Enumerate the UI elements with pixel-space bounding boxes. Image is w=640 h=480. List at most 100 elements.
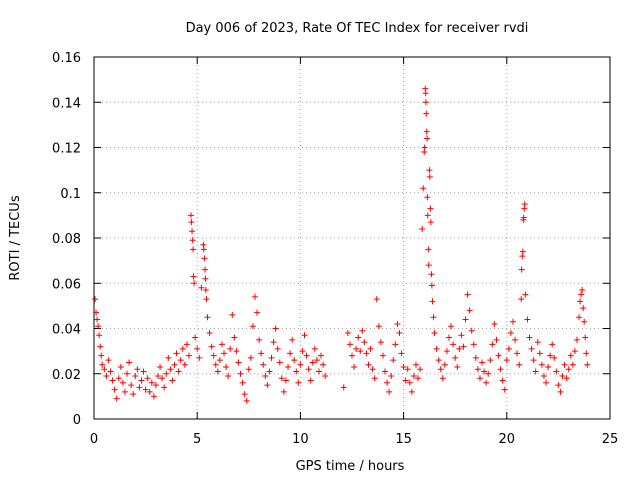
data-point xyxy=(188,219,195,226)
data-point xyxy=(476,375,483,382)
data-point xyxy=(553,368,560,375)
data-point xyxy=(169,377,176,384)
data-point xyxy=(422,99,429,106)
data-point xyxy=(270,339,277,346)
data-point xyxy=(202,287,209,294)
y-tick-label: 0.1 xyxy=(60,187,81,202)
data-point xyxy=(305,366,312,373)
data-point xyxy=(396,330,403,337)
data-point xyxy=(439,375,446,382)
data-point xyxy=(518,266,525,273)
data-point xyxy=(192,334,199,341)
data-point xyxy=(293,368,300,375)
data-point xyxy=(266,368,273,375)
data-point xyxy=(448,323,455,330)
y-tick-label: 0.16 xyxy=(52,51,81,66)
data-point xyxy=(534,339,541,346)
data-point xyxy=(107,368,114,375)
data-point xyxy=(146,388,153,395)
data-point xyxy=(214,368,221,375)
data-point xyxy=(212,361,219,368)
data-point xyxy=(138,377,145,384)
data-point xyxy=(452,354,459,361)
data-point xyxy=(519,248,526,255)
data-point xyxy=(322,373,329,380)
data-point xyxy=(148,379,155,386)
data-point xyxy=(167,366,174,373)
data-point xyxy=(150,393,157,400)
data-point xyxy=(426,173,433,180)
data-point xyxy=(309,359,316,366)
data-point xyxy=(468,327,475,334)
data-point xyxy=(307,377,314,384)
data-point xyxy=(487,357,494,364)
data-point xyxy=(583,350,590,357)
data-point xyxy=(157,363,164,370)
data-point xyxy=(142,386,149,393)
data-point xyxy=(340,384,347,391)
data-point xyxy=(420,185,427,192)
data-point xyxy=(429,298,436,305)
data-point xyxy=(262,373,269,380)
data-point xyxy=(569,361,576,368)
data-point xyxy=(557,388,564,395)
data-point xyxy=(421,144,428,151)
data-point xyxy=(216,357,223,364)
data-point xyxy=(384,379,391,386)
data-point xyxy=(355,334,362,341)
data-point xyxy=(462,316,469,323)
data-point xyxy=(578,291,585,298)
data-point xyxy=(499,377,506,384)
data-point xyxy=(132,373,139,380)
data-point xyxy=(375,323,382,330)
data-point xyxy=(119,379,126,386)
data-point xyxy=(417,366,424,373)
data-point xyxy=(584,361,591,368)
data-point xyxy=(400,363,407,370)
data-point xyxy=(97,343,104,350)
data-point xyxy=(559,373,566,380)
x-tick-label: 5 xyxy=(193,432,201,447)
data-point xyxy=(254,309,261,316)
data-point xyxy=(185,352,192,359)
data-point xyxy=(303,352,310,359)
y-tick-label: 0.06 xyxy=(52,277,81,292)
data-point xyxy=(247,354,254,361)
data-point xyxy=(111,386,118,393)
data-point xyxy=(231,334,238,341)
data-point xyxy=(237,370,244,377)
data-point xyxy=(126,359,133,366)
data-point xyxy=(373,296,380,303)
data-point xyxy=(538,361,545,368)
data-point xyxy=(426,167,433,174)
data-point xyxy=(371,375,378,382)
data-point xyxy=(446,334,453,341)
y-tick-label: 0.04 xyxy=(52,323,81,338)
y-tick-label: 0.08 xyxy=(52,232,81,247)
data-point xyxy=(218,341,225,348)
data-point xyxy=(194,345,201,352)
data-point xyxy=(161,384,168,391)
data-point xyxy=(203,296,210,303)
data-point xyxy=(493,336,500,343)
data-point xyxy=(474,366,481,373)
data-point xyxy=(144,375,151,382)
data-point xyxy=(196,354,203,361)
data-point xyxy=(191,280,198,287)
data-point xyxy=(202,266,209,273)
data-point xyxy=(472,354,479,361)
data-point xyxy=(424,194,431,201)
data-point xyxy=(415,375,422,382)
data-point xyxy=(287,350,294,357)
data-point xyxy=(251,293,258,300)
data-point xyxy=(201,255,208,262)
data-point xyxy=(260,361,267,368)
data-point xyxy=(565,366,572,373)
data-point xyxy=(103,373,110,380)
data-point xyxy=(346,341,353,348)
y-tick-label: 0.02 xyxy=(52,368,81,383)
data-point xyxy=(555,382,562,389)
data-point xyxy=(571,348,578,355)
data-point xyxy=(349,352,355,359)
